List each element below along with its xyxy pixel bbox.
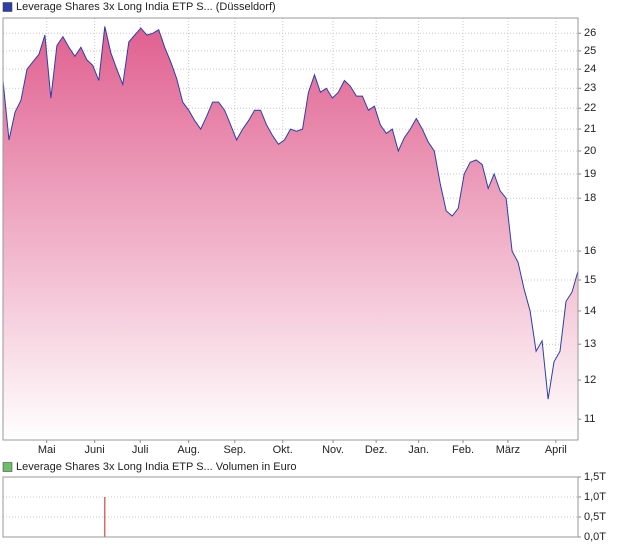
y-tick-label: 0,0T: [584, 531, 606, 543]
volume-bar: [104, 497, 106, 537]
x-tick-label: Jan.: [408, 444, 429, 456]
legend-label: Leverage Shares 3x Long India ETP S... V…: [16, 461, 296, 473]
y-tick-label: 23: [584, 82, 596, 94]
x-tick-label: Feb.: [452, 444, 474, 456]
y-tick-label: 24: [584, 63, 596, 75]
y-tick-label: 11: [584, 413, 595, 425]
y-tick-label: 26: [584, 27, 596, 39]
y-tick-label: 13: [584, 338, 596, 350]
y-tick-label: 18: [584, 192, 596, 204]
price-line: [2, 26, 579, 400]
x-tick-label: Dez.: [365, 444, 388, 456]
y-tick-label: 15: [584, 274, 596, 286]
x-tick-label: Aug.: [177, 444, 200, 456]
x-tick-label: Sep.: [223, 444, 246, 456]
x-tick-label: Okt.: [273, 444, 293, 456]
y-tick-label: 1,5T: [584, 471, 606, 483]
y-tick-label: 16: [584, 245, 596, 257]
legend-swatch: [2, 462, 13, 472]
y-tick-label: 0,5T: [584, 511, 606, 523]
x-tick-label: Mai: [38, 444, 56, 456]
x-tick-label: Juni: [85, 444, 105, 456]
y-tick-label: 20: [584, 145, 596, 157]
x-tick-label: Nov.: [322, 444, 344, 456]
x-tick-label: April: [545, 444, 567, 456]
plot-frame: [2, 17, 579, 441]
legend-label: Leverage Shares 3x Long India ETP S... (…: [16, 1, 276, 13]
x-tick-label: März: [496, 444, 520, 456]
y-tick-label: 1,0T: [584, 491, 606, 503]
x-tick-label: Juli: [132, 444, 149, 456]
legend-swatch: [2, 2, 13, 12]
y-tick-label: 14: [584, 305, 596, 317]
y-tick-label: 25: [584, 45, 596, 57]
plot-frame: [2, 476, 579, 538]
y-tick-label: 19: [584, 168, 596, 180]
y-tick-label: 22: [584, 102, 596, 114]
area: [3, 26, 578, 441]
y-tick-label: 12: [584, 374, 596, 386]
y-tick-label: 21: [584, 123, 596, 135]
